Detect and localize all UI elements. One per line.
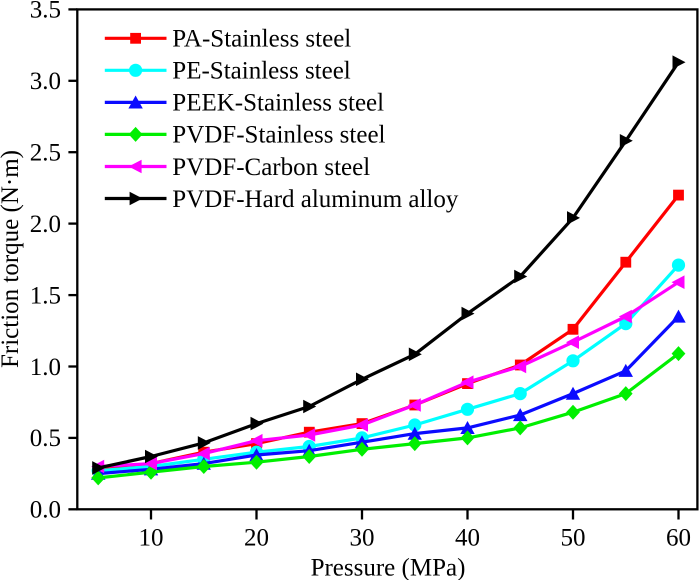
svg-text:PVDF-Stainless steel: PVDF-Stainless steel bbox=[172, 122, 385, 149]
svg-text:2.0: 2.0 bbox=[30, 211, 61, 238]
svg-text:40: 40 bbox=[455, 525, 480, 552]
svg-text:0.5: 0.5 bbox=[30, 425, 61, 452]
svg-text:2.5: 2.5 bbox=[30, 140, 61, 167]
svg-text:50: 50 bbox=[561, 525, 586, 552]
svg-text:Friction torque (N·m): Friction torque (N·m) bbox=[0, 150, 24, 368]
svg-text:1.5: 1.5 bbox=[30, 282, 61, 309]
svg-text:20: 20 bbox=[244, 525, 269, 552]
svg-text:PVDF-Hard aluminum alloy: PVDF-Hard aluminum alloy bbox=[172, 186, 459, 213]
svg-text:PVDF-Carbon steel: PVDF-Carbon steel bbox=[172, 154, 370, 181]
svg-text:60: 60 bbox=[666, 525, 691, 552]
svg-text:10: 10 bbox=[139, 525, 164, 552]
svg-text:30: 30 bbox=[350, 525, 375, 552]
svg-text:PE-Stainless steel: PE-Stainless steel bbox=[172, 58, 351, 85]
svg-text:1.0: 1.0 bbox=[30, 354, 61, 381]
svg-text:3.0: 3.0 bbox=[30, 68, 61, 95]
svg-text:PA-Stainless steel: PA-Stainless steel bbox=[172, 26, 351, 53]
svg-text:0.0: 0.0 bbox=[30, 497, 61, 524]
svg-text:3.5: 3.5 bbox=[30, 0, 61, 24]
svg-text:PEEK-Stainless steel: PEEK-Stainless steel bbox=[172, 90, 384, 117]
svg-text:Pressure (MPa): Pressure (MPa) bbox=[311, 555, 466, 580]
